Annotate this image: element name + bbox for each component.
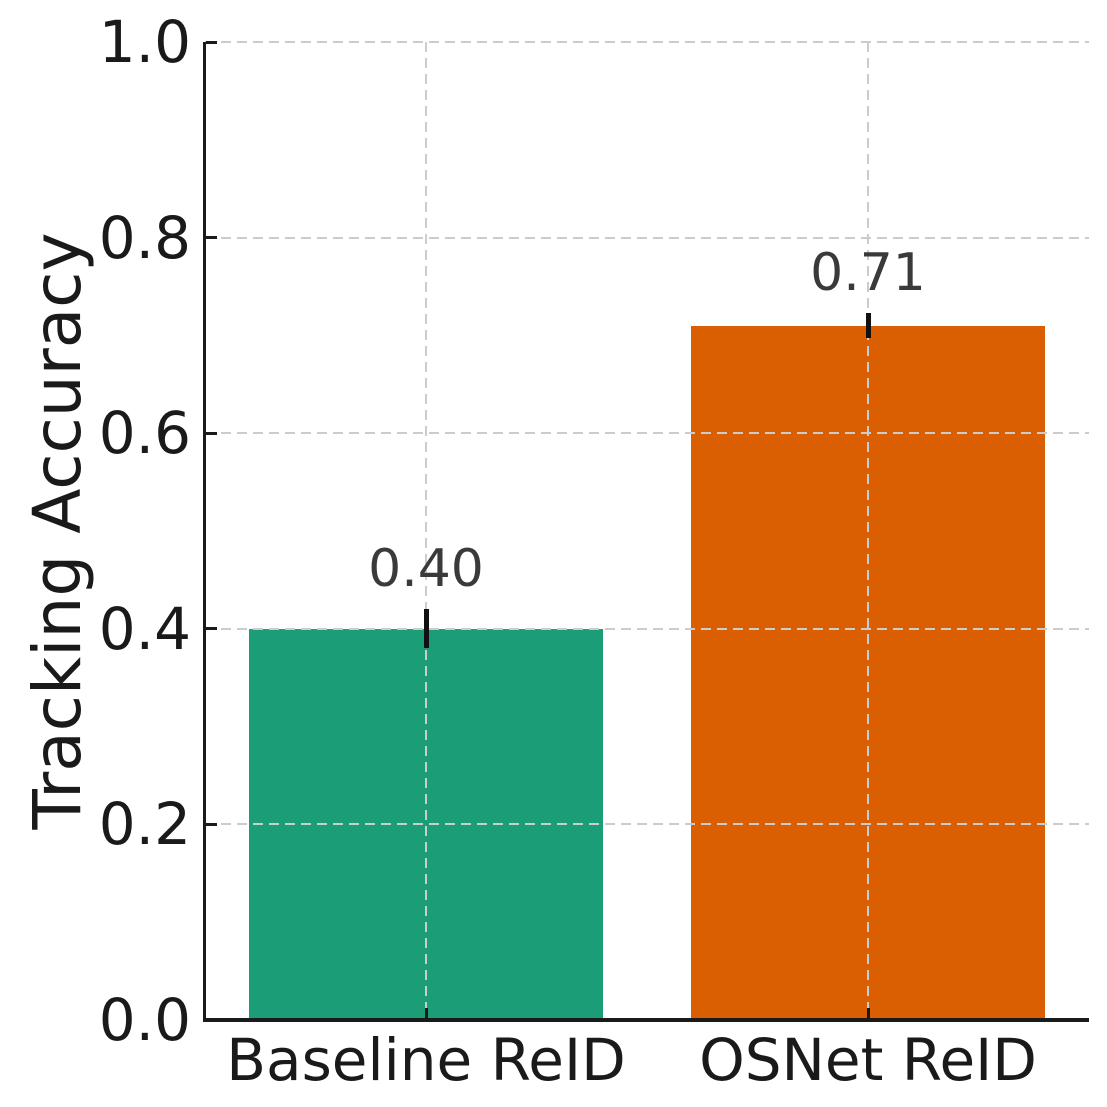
x-axis-spine: [203, 1018, 1089, 1022]
y-tick-mark: [206, 236, 217, 240]
bar-value-label: 0.40: [368, 539, 484, 600]
bar-value-label: 0.71: [810, 242, 926, 303]
y-tick-mark: [206, 627, 217, 631]
x-gridline: [867, 42, 869, 1020]
y-tick-label: 0.4: [98, 594, 191, 663]
y-tick-label: 0.8: [98, 203, 191, 272]
y-tick-label: 0.2: [98, 790, 191, 859]
x-gridline: [425, 42, 427, 1020]
y-tick-mark: [206, 822, 217, 826]
error-bar: [423, 609, 429, 649]
x-tick-label: Baseline ReID: [226, 1026, 626, 1094]
y-gridline: [205, 41, 1089, 43]
y-gridline: [205, 627, 1089, 630]
x-tick-label: OSNet ReID: [699, 1026, 1037, 1094]
y-gridline: [205, 432, 1089, 435]
y-tick-label: 0.6: [98, 399, 191, 468]
x-tick-mark: [424, 1008, 428, 1019]
y-gridline: [205, 236, 1089, 239]
y-axis-spine: [203, 42, 206, 1022]
y-axis-label: Tracking Accuracy: [19, 232, 96, 830]
x-tick-mark: [866, 1008, 870, 1019]
y-tick-mark: [206, 431, 217, 435]
y-tick-label: 0.0: [98, 986, 191, 1054]
y-tick-mark: [206, 1018, 217, 1022]
y-gridline: [205, 823, 1089, 826]
y-tick-label: 1.0: [98, 8, 191, 76]
y-tick-mark: [206, 40, 217, 44]
error-bar: [865, 312, 871, 339]
